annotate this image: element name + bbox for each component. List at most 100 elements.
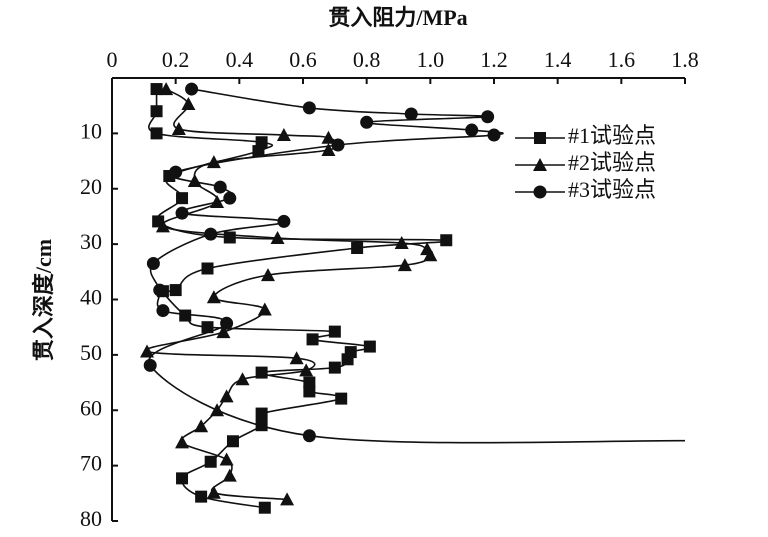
series-line — [148, 89, 451, 509]
data-point — [206, 290, 221, 304]
data-point — [176, 192, 189, 205]
data-point — [302, 429, 316, 443]
legend-marker — [533, 158, 547, 171]
data-point — [258, 501, 271, 514]
x-axis-title: 贯入阻力/MPa — [328, 5, 467, 30]
data-point — [223, 191, 237, 205]
data-point — [219, 389, 234, 403]
data-point — [185, 82, 199, 96]
data-point — [175, 206, 189, 220]
data-point — [280, 492, 295, 506]
data-point — [213, 180, 227, 194]
data-point — [303, 385, 316, 398]
data-point — [321, 142, 336, 156]
data-point — [335, 392, 348, 405]
legend-label: #1试验点 — [568, 123, 656, 148]
data-point — [289, 351, 304, 365]
y-tick-label: 10 — [80, 118, 102, 143]
x-tick-label: 0.4 — [226, 47, 254, 72]
data-point — [276, 128, 291, 142]
data-point — [175, 435, 190, 449]
data-point — [181, 97, 196, 111]
series-line — [144, 88, 434, 501]
data-point — [201, 262, 214, 275]
data-point — [206, 485, 221, 499]
data-point — [156, 304, 170, 318]
data-point — [150, 127, 163, 140]
data-point — [187, 173, 202, 187]
data-point — [159, 82, 174, 96]
y-tick-label: 20 — [80, 174, 102, 199]
data-point — [146, 257, 160, 271]
data-point — [404, 107, 418, 121]
x-tick-label: 1.8 — [671, 47, 699, 72]
data-point — [260, 268, 275, 282]
data-point — [226, 435, 239, 448]
y-tick-label: 70 — [80, 451, 102, 476]
data-point — [155, 219, 170, 233]
data-point — [171, 121, 186, 135]
x-tick-label: 1.0 — [417, 47, 445, 72]
data-point — [169, 284, 182, 297]
data-point — [328, 361, 341, 374]
data-point — [216, 325, 231, 339]
data-point — [150, 83, 163, 96]
data-point — [360, 115, 374, 129]
data-point — [235, 372, 250, 386]
data-point — [321, 130, 336, 144]
data-point — [440, 234, 453, 247]
x-tick-label: 1.4 — [544, 47, 572, 72]
data-point — [341, 353, 354, 366]
legend-marker — [534, 132, 546, 144]
data-point — [222, 468, 237, 482]
data-point — [363, 340, 376, 353]
data-point — [220, 316, 234, 330]
y-tick-label: 50 — [80, 340, 102, 365]
data-point — [204, 455, 217, 468]
data-point — [169, 165, 183, 179]
data-point — [143, 358, 157, 372]
data-point — [299, 363, 314, 377]
data-point — [252, 145, 265, 158]
legend-marker — [533, 185, 547, 199]
data-point — [465, 123, 479, 137]
data-point — [306, 333, 319, 346]
x-tick-label: 0.2 — [162, 47, 190, 72]
data-point — [153, 283, 167, 297]
data-point — [328, 325, 341, 338]
data-point — [302, 101, 316, 115]
data-point — [140, 344, 155, 358]
data-point — [194, 419, 209, 433]
y-tick-label: 40 — [80, 285, 102, 310]
data-point — [201, 321, 214, 334]
y-tick-label: 30 — [80, 229, 102, 254]
x-tick-label: 0 — [107, 47, 118, 72]
data-point — [257, 302, 272, 316]
data-point — [223, 231, 236, 244]
data-point — [270, 231, 285, 245]
x-tick-label: 0.6 — [289, 47, 317, 72]
data-point — [481, 110, 495, 124]
data-point — [487, 128, 501, 142]
data-point — [179, 309, 192, 322]
data-point — [176, 472, 189, 485]
data-point — [394, 236, 409, 250]
data-point — [255, 407, 268, 420]
x-tick-label: 0.8 — [353, 47, 381, 72]
data-point — [277, 214, 291, 228]
data-point — [150, 105, 163, 118]
data-point — [204, 227, 218, 241]
data-point — [423, 248, 438, 262]
data-point — [219, 452, 234, 466]
data-point — [195, 490, 208, 503]
data-point — [331, 138, 345, 152]
x-tick-label: 1.6 — [608, 47, 636, 72]
data-point — [351, 242, 364, 255]
y-tick-label: 80 — [80, 506, 102, 531]
legend-label: #3试验点 — [568, 177, 656, 202]
x-tick-label: 1.2 — [480, 47, 508, 72]
data-point — [397, 258, 412, 272]
y-tick-label: 60 — [80, 395, 102, 420]
y-axis-title: 贯入深度/cm — [31, 239, 56, 361]
